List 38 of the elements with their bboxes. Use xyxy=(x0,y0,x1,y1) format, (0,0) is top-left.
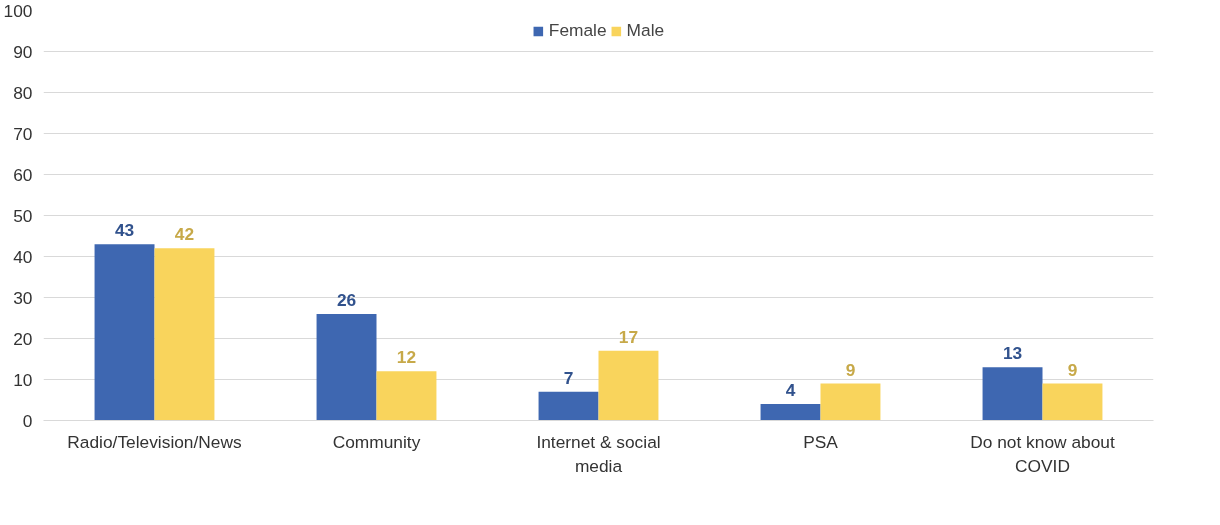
bar xyxy=(760,404,821,421)
y-tick-label: 60 xyxy=(13,164,33,185)
y-tick-label: 20 xyxy=(13,328,33,349)
y-tick-label: 40 xyxy=(13,246,33,267)
y-tick-label: 30 xyxy=(13,287,33,308)
data-label: 12 xyxy=(396,347,417,368)
data-label: 43 xyxy=(114,220,135,241)
y-tick-label: 10 xyxy=(13,369,33,390)
data-label: 4 xyxy=(785,380,796,401)
bar xyxy=(1042,383,1103,421)
bar xyxy=(316,313,377,421)
data-label: 13 xyxy=(1002,343,1023,364)
data-label: 17 xyxy=(618,326,639,347)
y-tick-label: 80 xyxy=(13,82,33,103)
y-tick-label: 0 xyxy=(22,410,33,431)
bar xyxy=(598,350,659,421)
bar xyxy=(154,248,215,421)
data-label: 9 xyxy=(845,359,856,380)
bar xyxy=(982,367,1043,421)
y-tick-label: 70 xyxy=(13,123,33,144)
data-label: 26 xyxy=(336,289,357,310)
y-tick-label: 100 xyxy=(3,0,33,21)
x-tick-label: Community xyxy=(332,431,421,452)
x-tick-label: Do not know about COVID xyxy=(970,431,1115,476)
x-tick-label: PSA xyxy=(803,431,839,452)
data-label: 7 xyxy=(563,367,574,388)
x-tick-label: Internet & social media xyxy=(536,431,661,476)
bar xyxy=(538,391,599,421)
x-tick-label: Radio/Television/News xyxy=(67,431,242,452)
bar xyxy=(94,244,155,421)
y-tick-label: 90 xyxy=(13,41,33,62)
data-label: 9 xyxy=(1067,359,1078,380)
bar xyxy=(376,371,437,421)
legend-label: Male xyxy=(626,20,665,41)
y-tick-label: 50 xyxy=(13,205,33,226)
bar xyxy=(820,383,881,421)
data-label: 42 xyxy=(174,224,195,245)
legend-label: Female xyxy=(548,20,607,41)
